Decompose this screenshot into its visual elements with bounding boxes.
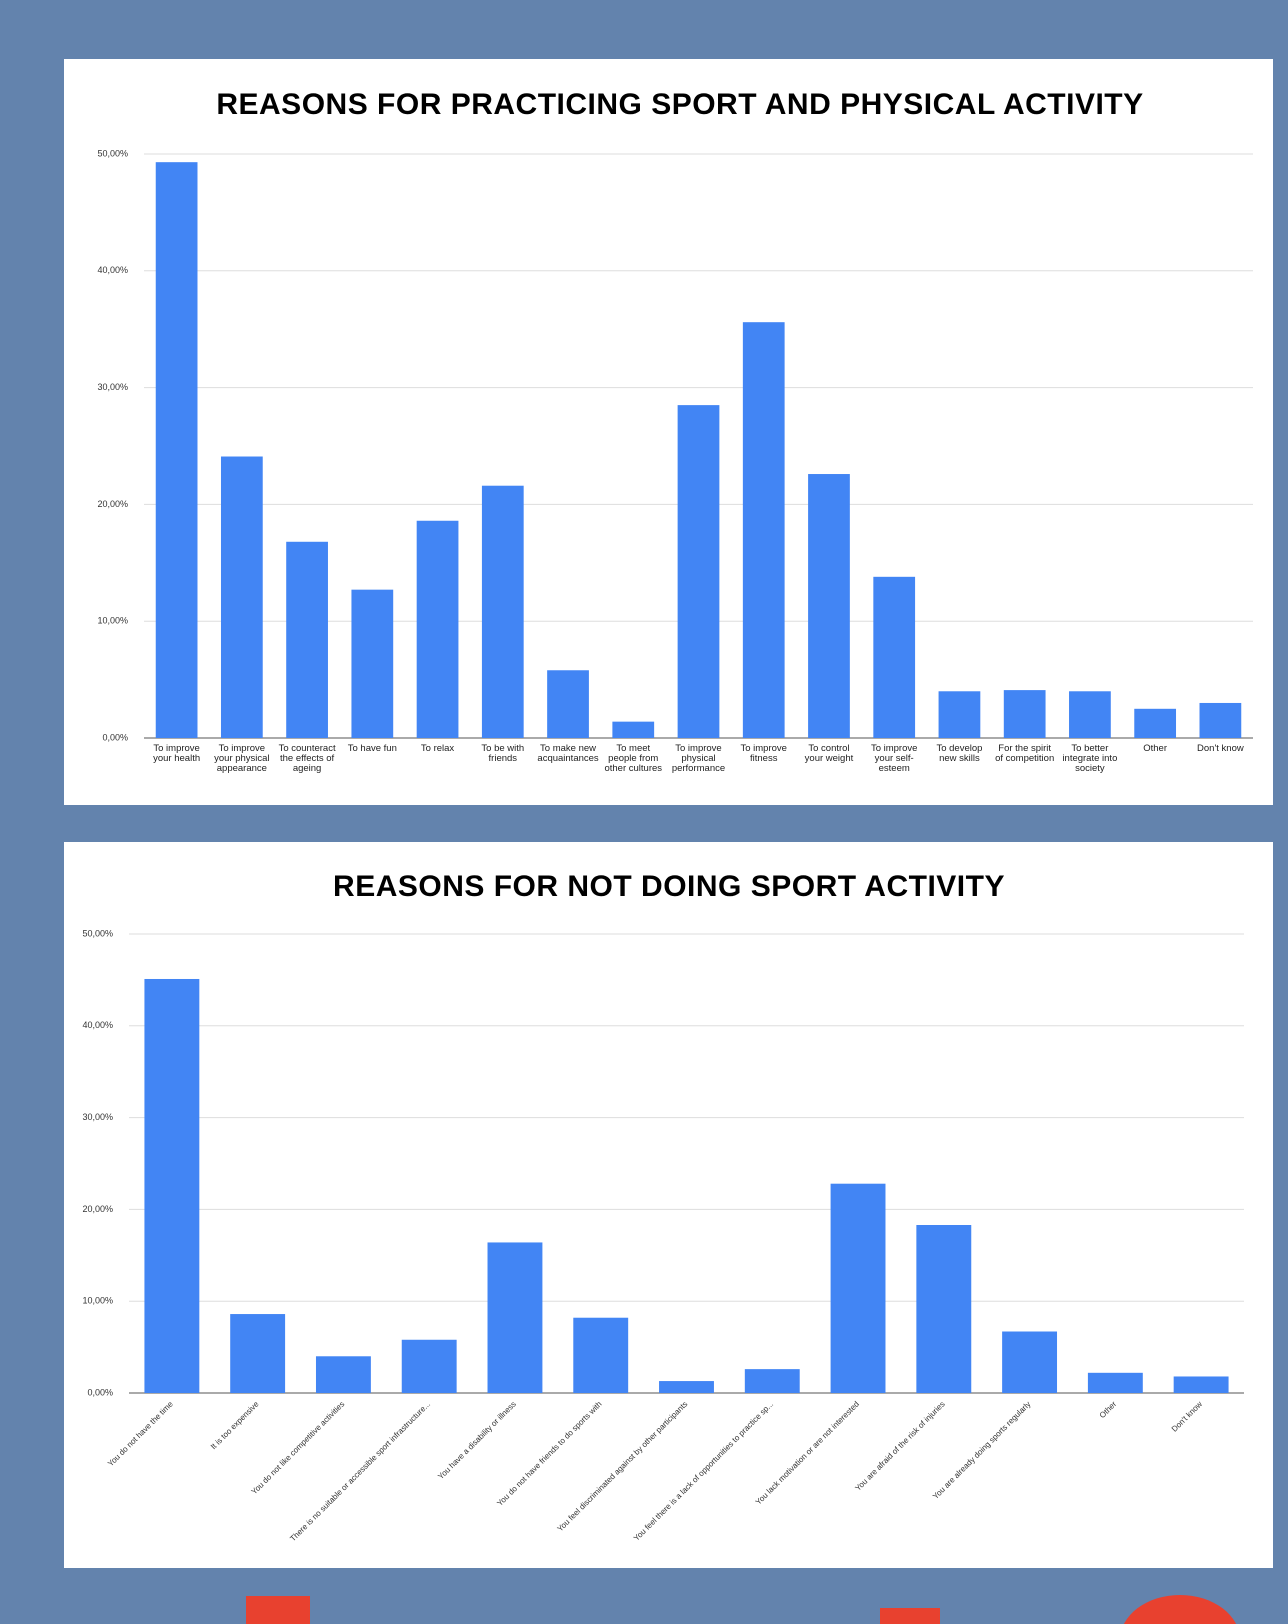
x-tick-label: To counteract the effects of ageing: [278, 743, 336, 774]
y-tick-label: 30,00%: [82, 1112, 113, 1122]
bar: [1087, 1372, 1143, 1393]
bar: [547, 670, 589, 738]
y-tick-label: 0,00%: [87, 1387, 113, 1397]
bar: [1199, 702, 1242, 738]
x-tick-label: To improve your health: [153, 743, 201, 764]
x-tick-label: Other: [1143, 743, 1168, 754]
panel: [64, 842, 1273, 1568]
bar: [487, 1242, 543, 1393]
bar: [744, 1369, 800, 1393]
bar: [1134, 708, 1177, 738]
bar: [155, 162, 198, 738]
x-tick-label: To have fun: [347, 743, 397, 754]
bar: [1003, 690, 1046, 738]
bar: [351, 589, 394, 738]
y-tick-label: 0,00%: [102, 732, 128, 742]
y-tick-label: 10,00%: [82, 1296, 113, 1306]
bar: [612, 721, 655, 738]
x-tick-label: To control your weight: [804, 743, 854, 764]
panel: [64, 59, 1273, 805]
decoration: [1123, 1595, 1237, 1624]
y-tick-label: 50,00%: [97, 148, 128, 158]
x-tick-label: To improve physical performance: [671, 743, 726, 774]
bar: [1069, 691, 1111, 738]
bar: [873, 576, 916, 738]
y-tick-label: 40,00%: [97, 265, 128, 275]
decoration: [246, 1596, 310, 1624]
bar: [916, 1225, 972, 1393]
x-tick-label: To improve your physical appearance: [214, 743, 270, 774]
y-tick-label: 40,00%: [82, 1020, 113, 1030]
x-tick-label: To better integrate into society: [1062, 743, 1118, 774]
bar: [677, 405, 720, 738]
x-tick-label: Don't know: [1197, 743, 1244, 754]
bar: [315, 1356, 371, 1393]
bar: [742, 322, 785, 738]
x-tick-label: To make new acquaintances: [537, 743, 599, 764]
x-tick-label: To relax: [420, 743, 455, 754]
y-tick-label: 20,00%: [82, 1204, 113, 1214]
y-tick-label: 50,00%: [82, 928, 113, 938]
y-tick-label: 30,00%: [97, 382, 128, 392]
bar: [830, 1183, 886, 1393]
bar: [938, 691, 981, 738]
bar: [481, 485, 524, 738]
y-tick-label: 10,00%: [97, 616, 128, 626]
x-tick-label: For the spirit of competition: [995, 743, 1055, 764]
bar: [286, 541, 328, 738]
bar: [573, 1317, 629, 1393]
y-tick-label: 20,00%: [97, 499, 128, 509]
bar: [416, 520, 459, 738]
bar: [144, 978, 200, 1393]
x-tick-label: To meet people from other cultures: [604, 743, 663, 774]
bar: [1002, 1331, 1058, 1393]
x-tick-label: To develop new skills: [936, 743, 983, 764]
bar: [1173, 1376, 1229, 1393]
decoration: [880, 1608, 940, 1624]
bar: [220, 456, 263, 738]
x-tick-label: To be with friends: [481, 743, 525, 764]
chart-title: REASONS FOR NOT DOING SPORT ACTIVITY: [333, 870, 1005, 903]
x-tick-label: To improve your self-esteem: [870, 743, 918, 774]
bar: [230, 1314, 286, 1393]
chart-title: REASONS FOR PRACTICING SPORT AND PHYSICA…: [216, 88, 1143, 121]
x-tick-label: To improve fitness: [740, 743, 787, 764]
bar: [808, 474, 850, 738]
bar: [659, 1381, 714, 1393]
bar: [401, 1339, 457, 1393]
